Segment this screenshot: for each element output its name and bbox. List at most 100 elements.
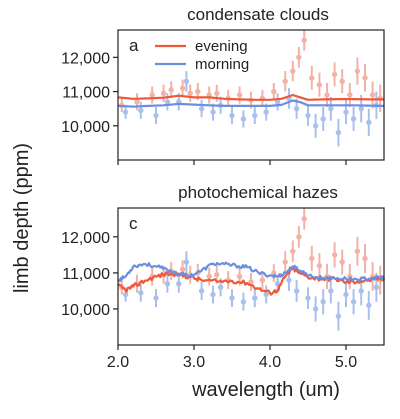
morning-observation-point bbox=[343, 291, 349, 298]
morning-observation-point bbox=[183, 259, 190, 265]
x-tick-label: 4.0 bbox=[259, 354, 281, 371]
panel-title: photochemical hazes bbox=[178, 183, 338, 202]
evening-observation-point bbox=[236, 92, 243, 98]
morning-observation-point bbox=[210, 109, 216, 115]
evening-observation-point bbox=[290, 248, 296, 254]
morning-observation-point bbox=[183, 78, 190, 85]
morning-observation-point bbox=[312, 306, 319, 312]
morning-model-line bbox=[117, 99, 385, 108]
evening-observation-point bbox=[301, 216, 307, 222]
evening-observation-point bbox=[168, 87, 174, 93]
morning-observation-point bbox=[320, 299, 326, 305]
morning-observation-point bbox=[229, 295, 235, 301]
morning-observation-point bbox=[358, 288, 364, 294]
morning-observation-point bbox=[176, 281, 182, 287]
evening-observation-point bbox=[160, 90, 167, 96]
evening-observation-point bbox=[316, 82, 323, 88]
evening-observation-point bbox=[301, 37, 307, 43]
evening-observation-point bbox=[214, 90, 220, 96]
morning-observation-point bbox=[293, 288, 300, 294]
evening-observation-point bbox=[282, 259, 288, 265]
morning-observation-point bbox=[240, 116, 247, 122]
evening-observation-point bbox=[369, 92, 376, 98]
morning-observation-point bbox=[198, 105, 205, 112]
evening-observation-point bbox=[206, 273, 212, 280]
morning-observation-point bbox=[274, 99, 281, 105]
panel-c: 10,000 11,000 12,000 2.0 3.0 4.0 5.0 photochemi… bbox=[61, 183, 386, 371]
evening-observation-point bbox=[282, 78, 288, 85]
evening-observation-point bbox=[236, 273, 243, 280]
x-tick-label: 2.0 bbox=[107, 354, 129, 371]
y-axis-label: limb depth (ppm) bbox=[11, 143, 33, 293]
evening-observation-point bbox=[354, 248, 361, 254]
evening-observation-point bbox=[195, 88, 201, 95]
morning-observation-point bbox=[305, 112, 311, 119]
panel-letter-label: c bbox=[129, 214, 138, 233]
evening-observation-point bbox=[339, 259, 345, 265]
morning-observation-point bbox=[229, 112, 235, 119]
evening-observation-point bbox=[290, 68, 296, 74]
evening-observation-point bbox=[248, 279, 254, 285]
evening-observation-point bbox=[149, 92, 155, 98]
evening-observation-point bbox=[362, 75, 368, 81]
evening-observation-point bbox=[324, 92, 330, 98]
y-tick-label: 10,000 bbox=[61, 302, 110, 319]
morning-observation-point bbox=[164, 281, 171, 287]
evening-observation-point bbox=[362, 255, 368, 262]
morning-observation-point bbox=[252, 295, 258, 301]
morning-model-line bbox=[117, 261, 385, 283]
morning-observation-point bbox=[343, 109, 349, 115]
morning-observation-point bbox=[217, 284, 224, 291]
morning-observation-point bbox=[122, 109, 129, 115]
evening-model-line bbox=[117, 93, 384, 101]
morning-observation-point bbox=[350, 299, 357, 305]
morning-observation-point bbox=[198, 288, 205, 294]
morning-observation-point bbox=[366, 302, 372, 309]
morning-observation-point bbox=[335, 129, 342, 136]
morning-observation-point bbox=[350, 116, 357, 122]
plot-frame bbox=[117, 29, 385, 161]
evening-observation-point bbox=[134, 99, 140, 105]
legend-label-morning: morning bbox=[195, 56, 249, 73]
evening-observation-point bbox=[296, 54, 302, 61]
x-tick-label: 3.0 bbox=[183, 354, 205, 371]
evening-observation-point bbox=[187, 90, 193, 96]
morning-observation-point bbox=[210, 291, 216, 298]
morning-observation-point bbox=[164, 99, 171, 105]
morning-observation-point bbox=[263, 291, 269, 298]
morning-observation-point bbox=[153, 295, 159, 301]
morning-observation-point bbox=[153, 112, 159, 119]
evening-observation-point bbox=[354, 68, 361, 74]
morning-observation-point bbox=[305, 295, 311, 301]
morning-observation-point bbox=[240, 299, 247, 305]
evening-observation-point bbox=[309, 255, 315, 262]
panel-a: 10,000 11,000 12,000 condensate clouds a even… bbox=[61, 5, 385, 165]
evening-observation-point bbox=[259, 277, 266, 283]
y-tick-label: 11,000 bbox=[62, 85, 110, 102]
y-tick-label: 12,000 bbox=[61, 230, 110, 247]
morning-observation-point bbox=[328, 288, 334, 294]
evening-observation-point bbox=[331, 252, 338, 258]
evening-observation-point bbox=[339, 78, 345, 85]
x-axis-label: wavelength (um) bbox=[191, 379, 340, 401]
legend-label-evening: evening bbox=[195, 38, 248, 55]
morning-observation-point bbox=[122, 291, 129, 298]
x-tick-label: 5.0 bbox=[335, 354, 357, 371]
morning-observation-point bbox=[252, 112, 258, 119]
morning-observation-point bbox=[366, 119, 372, 126]
evening-observation-point bbox=[214, 271, 220, 278]
evening-observation-point bbox=[296, 234, 302, 240]
morning-observation-point bbox=[328, 105, 334, 112]
morning-observation-point bbox=[293, 105, 300, 112]
morning-observation-point bbox=[138, 290, 144, 296]
morning-observation-point bbox=[263, 109, 269, 115]
morning-observation-point bbox=[320, 116, 326, 122]
morning-observation-point bbox=[373, 284, 380, 291]
panel-title: condensate clouds bbox=[187, 5, 329, 24]
morning-observation-point bbox=[358, 105, 364, 112]
evening-observation-point bbox=[316, 262, 323, 269]
morning-observation-point bbox=[286, 277, 292, 283]
evening-model-line bbox=[117, 266, 386, 296]
y-tick-label: 12,000 bbox=[61, 50, 110, 67]
